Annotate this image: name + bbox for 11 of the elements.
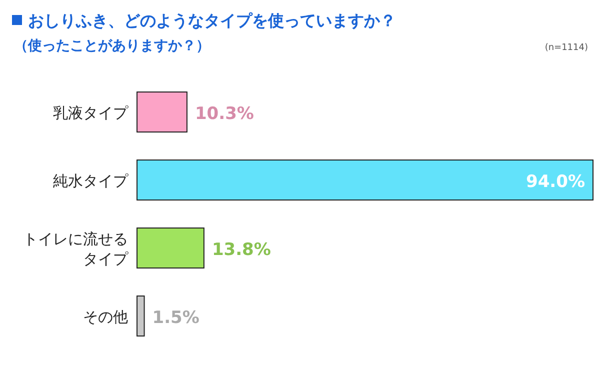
chart-title: おしりふき、どのようなタイプを使っていますか？ [28,11,396,30]
data-label: 1.5% [152,308,200,328]
data-label: 13.8% [212,240,271,260]
y-tick-label: 純水タイプ [53,172,129,190]
y-tick-label: 乳液タイプ [53,104,129,122]
text: (n=1114) [544,43,588,53]
chart-subtitle: （使ったことがありますか？） [14,38,210,54]
y-tick-label: トイレに流せるタイプ [23,230,129,268]
data-label: 10.3% [194,104,254,124]
data-label: 94.0% [526,172,585,192]
y-tick-label: その他 [83,308,128,326]
